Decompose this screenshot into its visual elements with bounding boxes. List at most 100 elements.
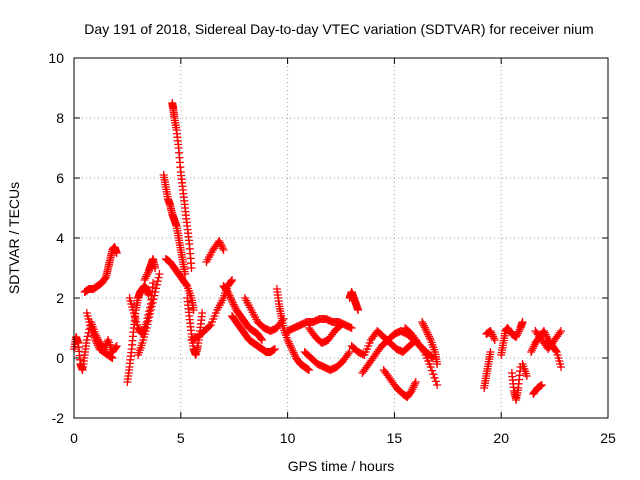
series-s18 [283,315,356,335]
series-s17 [272,285,313,374]
data-points [70,99,566,404]
data-point [216,240,225,249]
series-s13 [202,237,228,266]
data-point [146,309,155,318]
data-point [522,372,531,380]
series-s28 [482,327,499,344]
data-point [286,341,295,350]
y-tick-label: 10 [48,50,64,66]
series-s16 [240,294,288,335]
data-point [426,363,435,371]
data-point [410,381,419,390]
data-point [230,302,239,311]
series-s4 [123,282,153,386]
data-point [540,328,549,337]
data-point [112,342,121,350]
series-s21 [345,288,363,314]
data-point [429,370,438,379]
data-point [555,328,564,337]
data-point [149,295,158,304]
data-point [433,360,442,368]
data-point [145,313,154,322]
series-s20 [304,321,345,347]
data-point [112,249,121,257]
data-point [424,330,433,339]
data-point [182,280,191,289]
data-point [420,323,429,332]
data-point [285,339,294,348]
data-point [187,264,196,272]
data-point [304,366,313,374]
data-point [541,330,550,339]
data-point [228,298,237,307]
data-point [347,324,356,332]
data-point [433,381,442,389]
data-point [149,279,158,287]
x-tick-label: 10 [280,430,296,446]
data-point [227,277,236,286]
data-point [146,306,155,314]
data-point [408,385,417,394]
series-s15 [228,312,279,356]
series-s6 [134,270,164,359]
data-point [518,318,527,326]
y-tick-label: 6 [56,170,64,186]
y-tick-label: 0 [56,350,64,366]
data-point [228,297,237,305]
y-tick-label: 4 [56,230,64,246]
data-point [557,327,566,335]
data-point [91,336,100,344]
data-point [423,328,432,337]
data-point [486,348,495,356]
data-point [148,298,157,307]
series-s34 [531,327,566,353]
data-point [216,238,225,247]
data-point [108,354,117,362]
series-s22 [347,327,420,359]
data-point [284,337,293,346]
x-tick-label: 0 [70,430,78,446]
data-point [151,288,160,296]
data-point [427,366,436,375]
data-point [153,277,162,286]
data-point [283,336,292,344]
series-s7 [140,255,160,284]
data-point [422,327,431,335]
data-point [528,344,537,353]
series-s19 [300,348,354,374]
series-s8 [159,171,190,278]
y-axis-label: SDTVAR / TECUs [6,182,22,294]
data-point [407,387,416,395]
data-point [512,333,521,341]
x-tick-label: 5 [177,430,185,446]
data-point [225,291,234,300]
data-point [143,320,152,329]
data-point [431,377,440,386]
data-point [152,280,161,289]
data-point [151,264,160,272]
series-s31 [518,360,531,380]
data-point [551,346,560,355]
series-s14 [219,282,266,344]
data-point [425,332,434,341]
data-point [354,306,363,314]
data-point [287,343,296,352]
x-tick-label: 15 [387,430,403,446]
data-point [290,350,299,359]
series-s3 [82,309,117,362]
data-point [419,319,428,328]
data-point [419,321,428,330]
data-point [486,327,495,335]
data-point [83,332,92,341]
data-point [542,332,551,341]
data-point [288,346,297,355]
data-point [418,318,427,326]
data-point [409,383,418,392]
data-point [337,321,345,329]
data-point [513,329,522,338]
data-point [287,345,296,353]
series-s33 [529,381,546,398]
data-point [147,302,156,311]
data-point [152,284,161,293]
